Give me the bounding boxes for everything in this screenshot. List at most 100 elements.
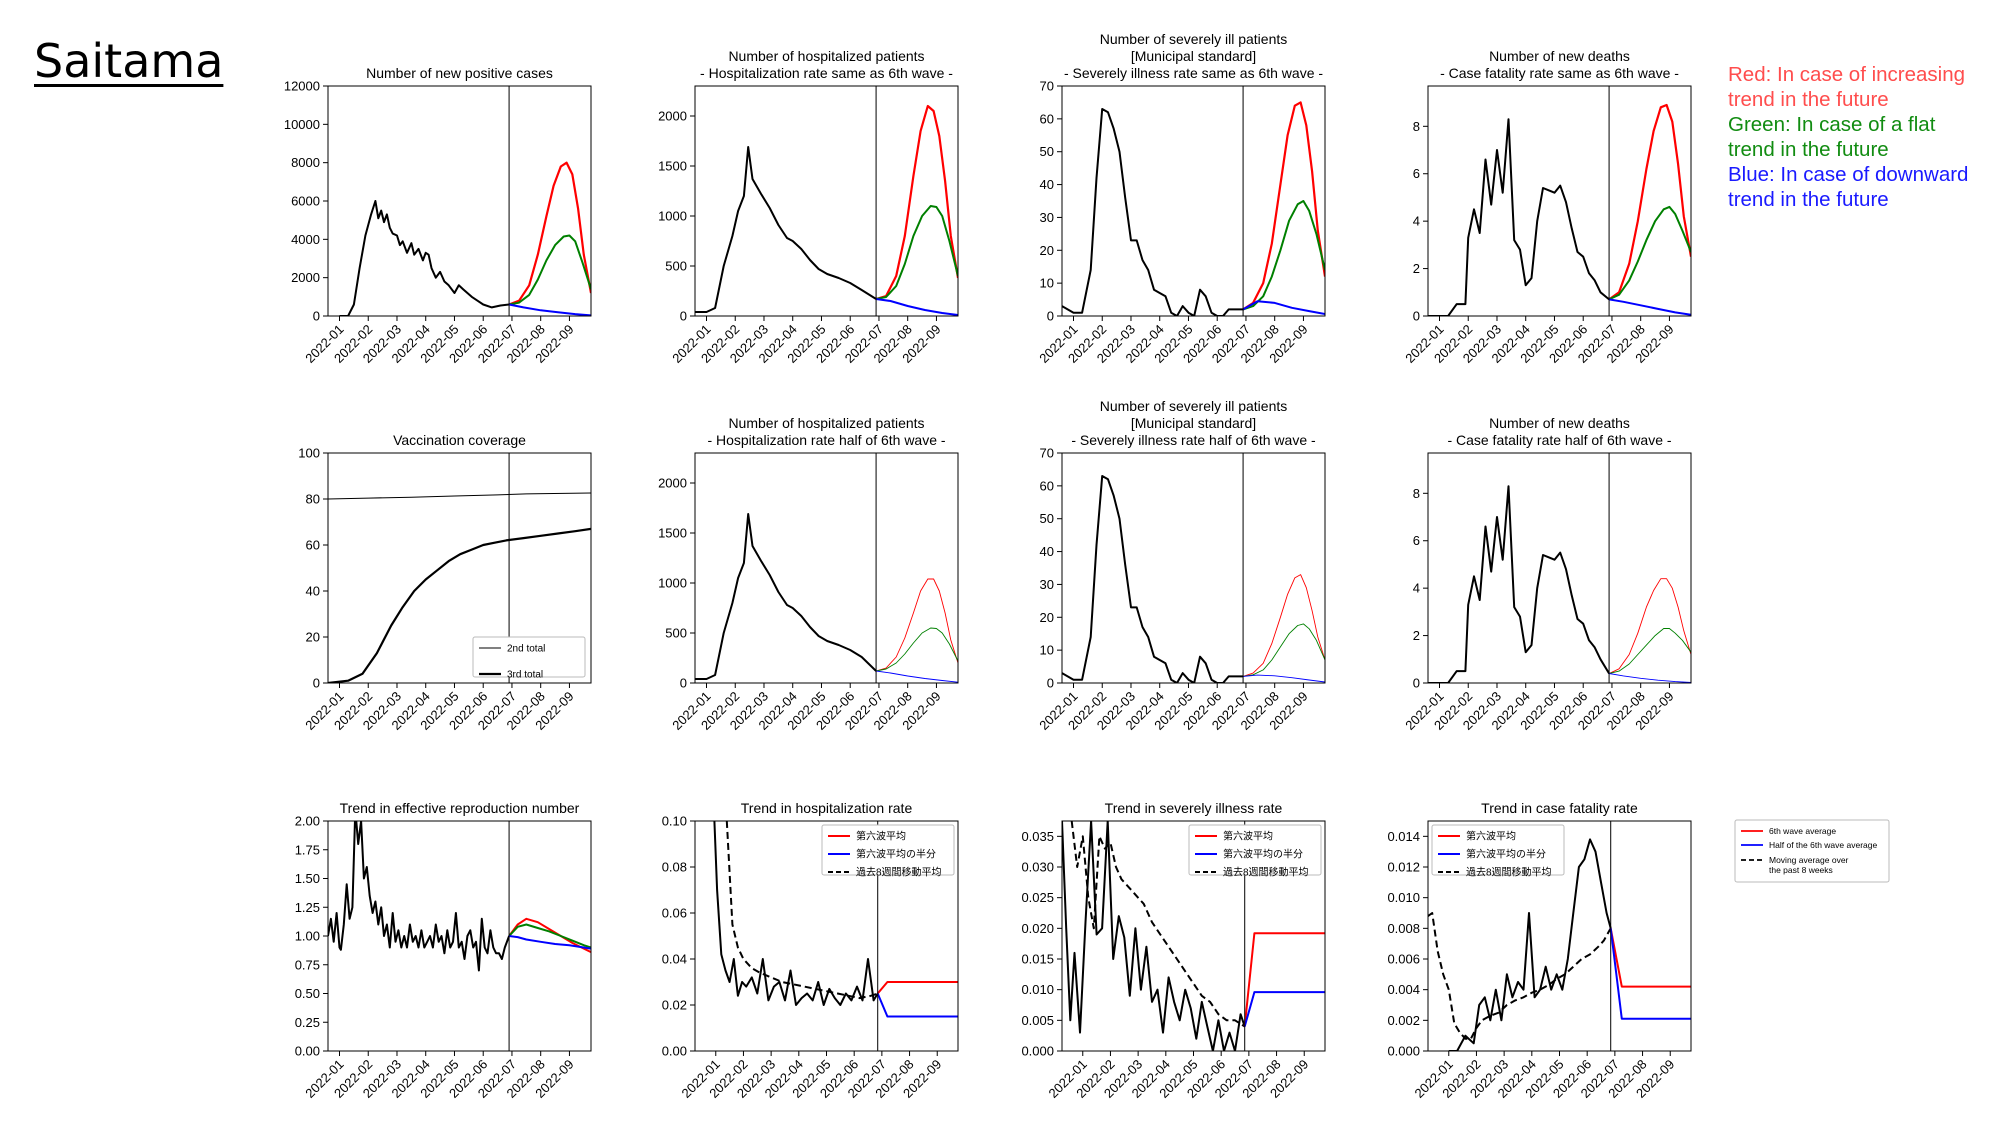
series-actual-line (1062, 821, 1246, 1051)
series-increasing-line (1608, 578, 1691, 674)
plot-frame (694, 85, 959, 317)
legend-label: Half of the 6th wave average (1769, 840, 1877, 850)
chart-title: Number of severely ill patients (1100, 31, 1288, 47)
y-tick-label: 0.020 (1021, 921, 1054, 936)
legend-box (472, 636, 586, 678)
y-tick-label: 0.035 (1021, 829, 1054, 844)
y-tick-label: 0.00 (295, 1044, 320, 1059)
series-actual-line (1428, 485, 1610, 683)
y-tick-label: 30 (1040, 210, 1054, 225)
series-actual-line (1062, 475, 1244, 683)
chart-title: Number of hospitalized patients (728, 415, 924, 431)
y-tick-label: 0.005 (1021, 1013, 1054, 1028)
y-tick-label: 0.012 (1387, 860, 1420, 875)
y-tick-label: 1.75 (295, 842, 320, 857)
y-tick-label: 30 (1040, 577, 1054, 592)
y-tick-label: 1.50 (295, 871, 320, 886)
y-tick-label: 60 (1040, 478, 1054, 493)
y-tick-label: 100 (298, 446, 320, 461)
y-tick-label: 10 (1040, 276, 1054, 291)
series-increasing-line (1608, 103, 1691, 301)
y-tick-label: 2000 (291, 270, 320, 285)
scenario-note-line: trend in the future (1728, 188, 1889, 211)
chart-c24: Number of new deaths- Case fatality rate… (1402, 415, 1692, 733)
series-downward-line (875, 298, 958, 316)
chart-c14: Number of new deaths- Case fatality rate… (1402, 48, 1692, 366)
y-tick-label: 4000 (291, 232, 320, 247)
series-increasing-line (1609, 928, 1691, 988)
chart-title: Number of new positive cases (366, 65, 553, 81)
y-tick-label: 0.04 (662, 952, 687, 967)
legend-standalone: 6th wave average Half of the 6th wave ave… (1734, 819, 1890, 883)
legend-box (1734, 819, 1890, 883)
legend-label: the past 8 weeks (1769, 865, 1833, 875)
y-tick-label: 10 (1040, 643, 1054, 658)
series-flat-line (1608, 628, 1691, 674)
y-tick-label: 4 (1413, 581, 1420, 596)
series-downward-line (508, 935, 591, 950)
chart-c13: Number of severely ill patients[Municipa… (1036, 31, 1326, 366)
y-tick-label: 10000 (284, 117, 320, 132)
y-tick-label: 0 (1413, 309, 1420, 324)
series-actual-line (339, 200, 510, 316)
y-tick-label: 20 (306, 630, 320, 645)
series-actual-line (1428, 118, 1610, 316)
y-tick-label: 6000 (291, 194, 320, 209)
legend-box (1188, 824, 1322, 876)
y-tick-label: 500 (665, 259, 687, 274)
series-flat-line (1608, 205, 1691, 301)
y-tick-label: 20 (1040, 610, 1054, 625)
y-tick-label: 0.50 (295, 986, 320, 1001)
series-actual-line (328, 821, 511, 972)
legend-label: 第六波平均の半分 (1223, 848, 1303, 861)
y-tick-label: 1000 (658, 576, 687, 591)
plot-frame (694, 452, 959, 684)
legend-label: 第六波平均の半分 (856, 848, 936, 861)
series-flat-line (1243, 623, 1325, 677)
plot-frame (1061, 452, 1326, 684)
y-tick-label: 0.002 (1387, 1013, 1420, 1028)
y-tick-label: 0.030 (1021, 860, 1054, 875)
scenario-note-line: Green: In case of a flat (1728, 113, 1936, 136)
legend-label: 過去8週間移動平均 (856, 866, 942, 879)
chart-title: [Municipal standard] (1131, 48, 1256, 64)
legend-label: 第六波平均 (856, 830, 906, 843)
chart-title: Vaccination coverage (393, 432, 526, 448)
chart-title: Number of new deaths (1489, 415, 1630, 431)
chart-title: - Hospitalization rate half of 6th wave … (707, 432, 945, 448)
series-downward-line (1243, 991, 1325, 1027)
y-tick-label: 1000 (658, 209, 687, 224)
scenario-note-line: Red: In case of increasing (1728, 63, 1966, 86)
y-tick-label: 6 (1413, 533, 1420, 548)
y-tick-label: 50 (1040, 511, 1054, 526)
series-increasing-line (875, 578, 958, 672)
series-actual-moving-average-line (1428, 912, 1612, 1040)
chart-title: Trend in severely illness rate (1105, 800, 1283, 816)
chart-title: - Case fatality rate half of 6th wave - (1447, 432, 1671, 448)
y-tick-label: 80 (306, 492, 320, 507)
y-tick-label: 0.010 (1021, 982, 1054, 997)
scenario-note-line: trend in the future (1728, 88, 1889, 111)
y-tick-label: 0 (1413, 676, 1420, 691)
series-actual-line (328, 492, 591, 500)
scenario-note: Red: In case of increasing trend in the … (1728, 62, 1998, 212)
y-tick-label: 40 (1040, 544, 1054, 559)
chart-title: Trend in hospitalization rate (741, 800, 913, 816)
series-downward-line (876, 670, 958, 683)
y-tick-label: 500 (665, 626, 687, 641)
y-tick-label: 0.025 (1021, 890, 1054, 905)
series-actual-moving-average-line (1070, 821, 1246, 1028)
y-tick-label: 60 (1040, 111, 1054, 126)
y-tick-label: 2000 (658, 109, 687, 124)
y-tick-label: 2 (1413, 628, 1420, 643)
y-tick-label: 8 (1413, 119, 1420, 134)
chart-title: Trend in case fatality rate (1481, 800, 1638, 816)
y-tick-label: 60 (306, 538, 320, 553)
plot-frame (327, 820, 592, 1052)
y-tick-label: 0 (1047, 309, 1054, 324)
series-downward-line (1609, 673, 1691, 683)
legend-box (821, 824, 955, 876)
y-tick-label: 0.08 (662, 860, 687, 875)
series-flat-line (876, 627, 958, 672)
legend-label: 6th wave average (1769, 826, 1836, 836)
